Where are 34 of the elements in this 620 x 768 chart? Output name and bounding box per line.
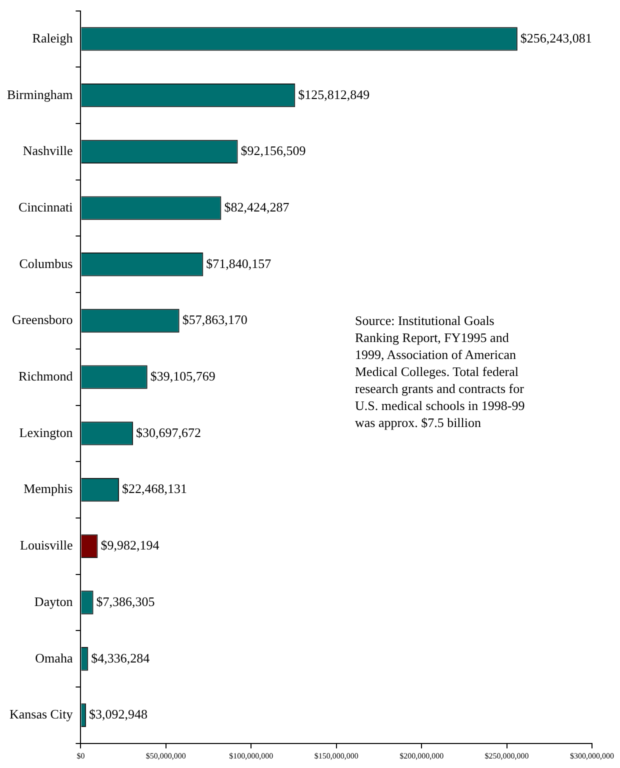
data-label: $39,105,769 (150, 368, 216, 384)
y-tick-label: Birmingham (7, 86, 73, 102)
data-label: $256,243,081 (520, 30, 592, 46)
data-label: $71,840,157 (206, 256, 272, 271)
data-label: $82,424,287 (224, 199, 290, 214)
annotation: Source: Institutional Goals Ranking Report, FY1995 and 1999, Association of American Medical Colleges. Total federal research grants and contracts for U.S. medical schools in 1998-99 was approx. $7.5 billion (355, 312, 526, 431)
y-tick-label: Columbus (19, 256, 73, 271)
x-tick-label: $150,000,000 (314, 751, 358, 760)
data-label: $92,156,509 (240, 143, 306, 158)
data-label: $4,336,284 (91, 650, 150, 666)
y-tick-label: Dayton (34, 594, 74, 609)
x-tick-label: $200,000,000 (400, 751, 444, 760)
data-label: $125,812,849 (298, 86, 370, 102)
x-tick-label: $50,000,000 (146, 751, 186, 760)
y-tick-label: Lexington (19, 424, 74, 440)
y-tick-label: Omaha (35, 650, 73, 666)
y-tick-label: Louisville (20, 538, 73, 553)
data-label: $3,092,948 (88, 706, 148, 722)
y-tick-label: Raleigh (32, 30, 74, 46)
data-label: $57,863,170 (182, 312, 248, 328)
y-tick-label: Richmond (18, 368, 74, 384)
y-tick-label: Greensboro (12, 312, 73, 328)
y-tick-label: Memphis (24, 481, 73, 496)
y-tick-label: Kansas City (10, 706, 74, 722)
x-tick-label: $300,000,000 (570, 751, 614, 760)
x-tick-label: $0 (76, 751, 85, 760)
data-label: $22,468,131 (122, 481, 188, 496)
y-tick-label: Cincinnati (18, 199, 74, 214)
data-label: $30,697,672 (136, 424, 202, 440)
x-tick-label: $250,000,000 (484, 751, 529, 760)
data-label: $9,982,194 (100, 538, 160, 553)
data-label: $7,386,305 (96, 594, 155, 609)
y-tick-label: Nashville (22, 143, 73, 158)
x-tick-label: $100,000,000 (229, 751, 274, 760)
